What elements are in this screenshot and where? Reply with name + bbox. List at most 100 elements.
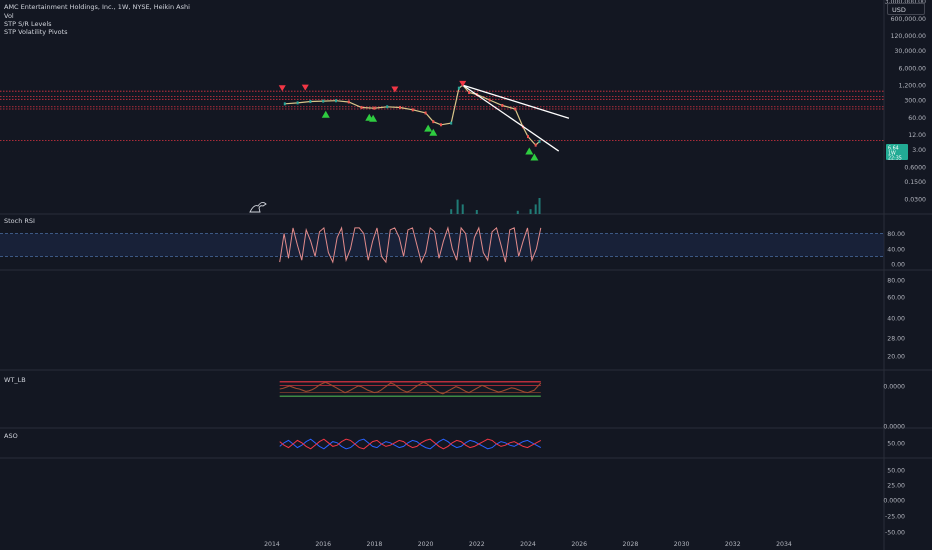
price-candle	[439, 123, 442, 127]
price-candle	[501, 103, 504, 107]
price-candle	[386, 105, 389, 109]
time-tick-label: 2018	[367, 541, 383, 548]
last-price-text: 22:35	[888, 156, 902, 162]
tradingview-logo-icon	[249, 201, 267, 213]
currency-button[interactable]: USD	[887, 3, 925, 15]
logo-shape	[249, 201, 267, 213]
price-tick-label: 0.0300	[904, 197, 926, 204]
volume-bar	[461, 204, 464, 214]
price-candle	[534, 143, 537, 147]
price-tick-label: 3,000,000.00	[885, 0, 926, 6]
price-candle	[335, 99, 337, 103]
stoch-tick-label: 0.00	[891, 262, 905, 269]
volume-bar	[516, 210, 519, 214]
pane-title-wt-lb: WT_LB	[4, 376, 26, 384]
time-tick-label: 2020	[418, 541, 434, 548]
aso-tick-label: 50.00	[887, 441, 905, 448]
price-tick-label: 60.00	[908, 115, 926, 122]
pivot-down-marker	[301, 84, 309, 91]
volume-bars	[450, 198, 541, 214]
price-candle	[538, 139, 541, 143]
price-candle	[283, 102, 286, 106]
time-tick-label: 2016	[315, 541, 331, 548]
price-tick-label: 12.00	[908, 132, 926, 139]
aso-tick-label: 50.00	[887, 468, 905, 475]
rsi-tick-label: 28.00	[887, 336, 905, 343]
stoch-tick-label: 40.00	[887, 246, 905, 253]
indicator-label-sr-levels[interactable]: STP S/R Levels	[4, 20, 52, 28]
price-tick-label: 0.1500	[904, 179, 926, 186]
pivot-markers	[278, 80, 539, 161]
time-tick-label: 2024	[520, 541, 536, 548]
aso-tick-label: -50.00	[885, 530, 905, 537]
time-axis: 2014 2016 2018 2020 2022 2024 2026 2028 2030 2032…	[264, 541, 792, 548]
price-tick-label: 1,200.00	[898, 83, 926, 90]
pivot-up-marker	[321, 110, 330, 118]
price-tick-label: 600,000.00	[891, 16, 926, 23]
pivot-up-marker	[369, 114, 378, 122]
pivot-down-marker	[278, 85, 286, 92]
stoch-rsi-pane[interactable]	[0, 226, 884, 264]
time-tick-label: 2032	[725, 541, 741, 548]
volume-bar	[538, 198, 541, 214]
pane-title-aso: ASO	[4, 432, 18, 440]
indicator-label-volatility-pivots[interactable]: STP Volatility Pivots	[4, 28, 68, 36]
pivot-down-marker	[391, 86, 399, 93]
price-candle	[488, 98, 491, 102]
aso-tick-label: 25.00	[887, 483, 905, 490]
axis-labels: 0.0300 0.1500 0.6000 3.00 12.00 60.00 300.00 1,…	[883, 0, 926, 537]
pivot-up-marker	[429, 128, 438, 136]
rsi-tick-label: 20.00	[887, 354, 905, 361]
volume-bar	[529, 209, 532, 214]
volume-bar	[456, 199, 459, 214]
wt-lb-pane[interactable]	[279, 381, 542, 397]
price-tick-label: 120,000.00	[891, 33, 926, 40]
aso-tick-label: 0.0000	[883, 498, 905, 505]
volume-bar	[534, 204, 537, 214]
rsi-tick-label: 80.00	[887, 278, 905, 285]
time-tick-label: 2022	[469, 541, 485, 548]
pivot-up-marker	[424, 124, 433, 132]
price-candle	[432, 120, 435, 124]
price-candle	[347, 100, 350, 104]
price-candle	[373, 106, 376, 110]
last-price-badge	[886, 144, 908, 160]
pane-title-stoch-rsi: Stoch RSI	[4, 217, 35, 225]
stoch-rsi-line	[279, 226, 542, 264]
time-tick-label: 2034	[776, 541, 792, 548]
aso-pane[interactable]	[279, 438, 542, 450]
pivot-down-marker	[459, 80, 467, 87]
trendline	[462, 84, 560, 152]
rsi-tick-label: 40.00	[887, 316, 905, 323]
stoch-tick-label: 80.00	[887, 231, 905, 238]
pivot-up-marker	[525, 147, 534, 155]
wt-tick-label: 0.0000	[883, 424, 905, 431]
time-tick-label: 2030	[674, 541, 690, 548]
time-tick-label: 2028	[623, 541, 639, 548]
price-candle	[450, 121, 453, 125]
price-tick-label: 3.00	[912, 147, 926, 154]
pivot-up-marker	[530, 153, 539, 161]
last-price-text: 6.64	[888, 146, 899, 152]
price-candle	[527, 135, 529, 139]
chart-title: AMC Entertainment Holdings, Inc., 1W, NY…	[4, 3, 190, 11]
price-series[interactable]	[283, 83, 541, 147]
price-tick-label: 0.6000	[904, 164, 926, 171]
time-tick-label: 2026	[571, 541, 587, 548]
price-candle	[468, 91, 471, 95]
rsi-tick-label: 60.00	[887, 295, 905, 302]
aso-tick-label: -25.00	[885, 514, 905, 521]
aso-bull-line	[279, 438, 542, 450]
trendlines	[462, 84, 570, 152]
price-tick-label: 30,000.00	[895, 48, 927, 55]
indicator-label-vol[interactable]: Vol	[4, 12, 14, 20]
sr-levels	[0, 90, 884, 141]
price-candle	[360, 105, 363, 109]
volume-bar	[475, 210, 478, 214]
price-candle	[309, 100, 312, 104]
price-candle	[399, 105, 401, 109]
price-candle	[514, 107, 517, 111]
